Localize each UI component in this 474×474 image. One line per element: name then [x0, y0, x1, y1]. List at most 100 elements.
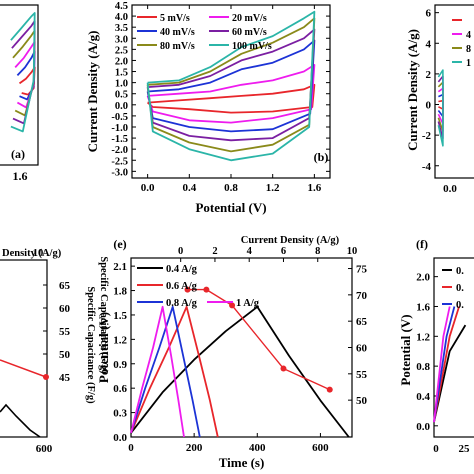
panel-b-ytick-label: 2.0	[115, 56, 128, 67]
panel-f-label: (f)	[416, 237, 428, 251]
panel-b-series-1	[146, 64, 316, 124]
panel-b-label: (b)	[314, 150, 329, 164]
panel-e-ytick-label: 0.9	[113, 359, 127, 371]
panel-d-right-axis-label: Specific Capacitance (F/g)	[85, 286, 96, 404]
panel-b-legend-label: 80 mV/s	[160, 41, 195, 52]
panel-e-ytick-label: 0.0	[113, 432, 127, 444]
panel-f-legend-label: 0.	[456, 266, 464, 277]
panel-f-xtick-label: 0	[433, 443, 439, 455]
panel-a-series-5	[10, 12, 36, 133]
panel-e-ylabel: Potential (V)	[96, 312, 111, 383]
panel-c-frame	[434, 4, 474, 179]
panel-d-rtick-label: 55	[59, 326, 71, 338]
panel-b-xtick-label: 1.6	[307, 182, 321, 194]
panel-e: 0 200 400 600 0.0 0.3 0.6 0.9 1.2 1.5 1.8 2.1 0 2 4 6 8 1…	[96, 235, 368, 470]
panel-e-rtick-label: 50	[356, 395, 368, 407]
panel-e-legend-label: 1 A/g	[236, 298, 260, 309]
panel-b-ytick-label: -1.0	[111, 123, 128, 134]
panel-c-xtick-label: 0.0	[443, 183, 457, 195]
panel-b-ytick-label: -2.0	[111, 145, 128, 156]
panel-c-legend-label: 1	[466, 58, 471, 69]
panel-b-ytick-label: -2.5	[111, 156, 128, 167]
panel-f-series-1	[433, 306, 460, 423]
panel-e-rtick-label: 55	[356, 369, 368, 381]
panel-e-ytick-label: 0.3	[113, 408, 127, 420]
panel-f-legend-label: 0.	[456, 283, 464, 294]
panel-d-rtick-label: 60	[59, 303, 71, 315]
panel-e-rtick-label: 65	[356, 316, 368, 328]
panel-e-top-axis-label: Current Density (A/g)	[241, 235, 340, 246]
panel-e-legend-label: 0.4 A/g	[166, 264, 198, 275]
panel-b-series-5	[146, 10, 316, 162]
panel-b-ytick-label: 0.0	[115, 101, 128, 112]
panel-b-legend-label: 60 mV/s	[232, 27, 267, 38]
panel-d-rtick-label: 50	[59, 349, 71, 361]
panel-c-legend-label: 4	[466, 30, 471, 41]
panel-b-series-0	[147, 83, 316, 114]
panel-a-frame	[0, 4, 39, 166]
panel-e-label: (e)	[113, 237, 126, 251]
panel-c-ytick-label: 0	[426, 100, 432, 112]
panel-d-marker	[43, 374, 49, 380]
panel-b-legend-label: 100 mV/s	[232, 41, 272, 52]
panel-e-rtick-label: 60	[356, 343, 368, 355]
panel-c: -4 -2 0 2 4 6 4 8 1 0.0 Current Density (A/g)	[405, 4, 474, 195]
panel-c-ytick-label: -2	[422, 130, 432, 142]
panel-e-xtick-label: 200	[186, 442, 203, 454]
panel-c-ytick-label: 4	[426, 38, 432, 50]
panel-e-top-tick-label: 10	[347, 246, 358, 257]
panel-c-ytick-label: 6	[426, 8, 432, 20]
panel-e-top-tick-label: 8	[315, 246, 320, 257]
panel-d-xtick-label: 600	[36, 443, 53, 455]
panel-e-top-tick-label: 2	[212, 246, 217, 257]
panel-b-legend-label: 5 mV/s	[160, 13, 190, 24]
panel-e-ytick-label: 0.6	[113, 383, 127, 395]
panel-e-capacitance-marker	[326, 386, 333, 393]
panel-d-top-tick: 10	[33, 248, 44, 259]
panel-e-ytick-label: 2.1	[113, 261, 127, 273]
panel-e-top-tick-label: 6	[281, 246, 286, 257]
panel-d-discharge	[0, 403, 41, 438]
panel-e-capacitance-marker	[229, 302, 236, 309]
panel-b-ytick-label: 1.0	[115, 79, 128, 90]
panel-b-xtick-label: 0.4	[182, 182, 196, 194]
panel-a-xtick-label: 1.6	[13, 169, 28, 183]
panel-f: 0.00.40.81.21.62.00.0.0.0 25(f)Potential …	[398, 237, 474, 455]
panel-e-xtick-label: 0	[128, 442, 134, 454]
panel-b-ylabel: Current Density (A/g)	[85, 31, 100, 153]
panel-e-frame	[130, 257, 353, 438]
panel-a-plot-area	[10, 12, 36, 133]
panel-c-plot-area	[437, 69, 444, 147]
panel-d-rtick-label: 45	[59, 372, 71, 384]
panel-e-ytick-label: 1.5	[113, 310, 127, 322]
panel-b-ytick-label: 3.5	[115, 23, 128, 34]
panel-b-xlabel: Potential (V)	[195, 200, 266, 215]
panel-e-ytick-label: 1.8	[113, 286, 127, 298]
panel-f-legend-label: 0.	[456, 300, 464, 311]
panel-f-ytick-label: 0.8	[416, 361, 430, 373]
panel-d: Density (A/g)10 600 65 60 55 50 45 Specific Cap…	[0, 248, 96, 455]
panel-f-frame	[433, 257, 474, 438]
panel-b-legend-label: 40 mV/s	[160, 27, 195, 38]
panel-b: 0.0 0.4 0.8 1.2 1.6-3.0-2.5-2.0-1.5-1.0-0.50…	[85, 1, 331, 215]
panel-c-legend-label: 8	[466, 44, 471, 55]
panel-e-right-axis-label: Specific Capacitance (F/g)	[98, 256, 109, 374]
panel-f-ytick-label: 0.0	[416, 421, 430, 433]
panel-e-rtick-label: 70	[356, 290, 368, 302]
panel-a-label: (a)	[11, 147, 25, 161]
panel-b-xtick-label: 0.0	[141, 182, 155, 194]
panel-c-ylabel: Current Density (A/g)	[405, 29, 420, 151]
panel-e-legend-label: 0.6 A/g	[166, 281, 198, 292]
panel-b-ytick-label: -3.0	[111, 167, 128, 178]
panel-e-xlabel: Time (s)	[219, 455, 265, 470]
panel-e-legend-label: 0.8 A/g	[166, 298, 198, 309]
panel-f-ytick-label: 1.6	[416, 301, 430, 313]
panel-d-series-cap	[0, 359, 47, 378]
panel-e-capacitance-marker	[203, 286, 210, 293]
panel-e-ytick-label: 1.2	[113, 334, 127, 346]
panel-b-ytick-label: 1.5	[115, 68, 128, 79]
panel-f-ytick-label: 0.4	[416, 391, 430, 403]
panel-b-ytick-label: 3.0	[115, 34, 128, 45]
panel-e-capacitance-marker	[184, 286, 191, 293]
